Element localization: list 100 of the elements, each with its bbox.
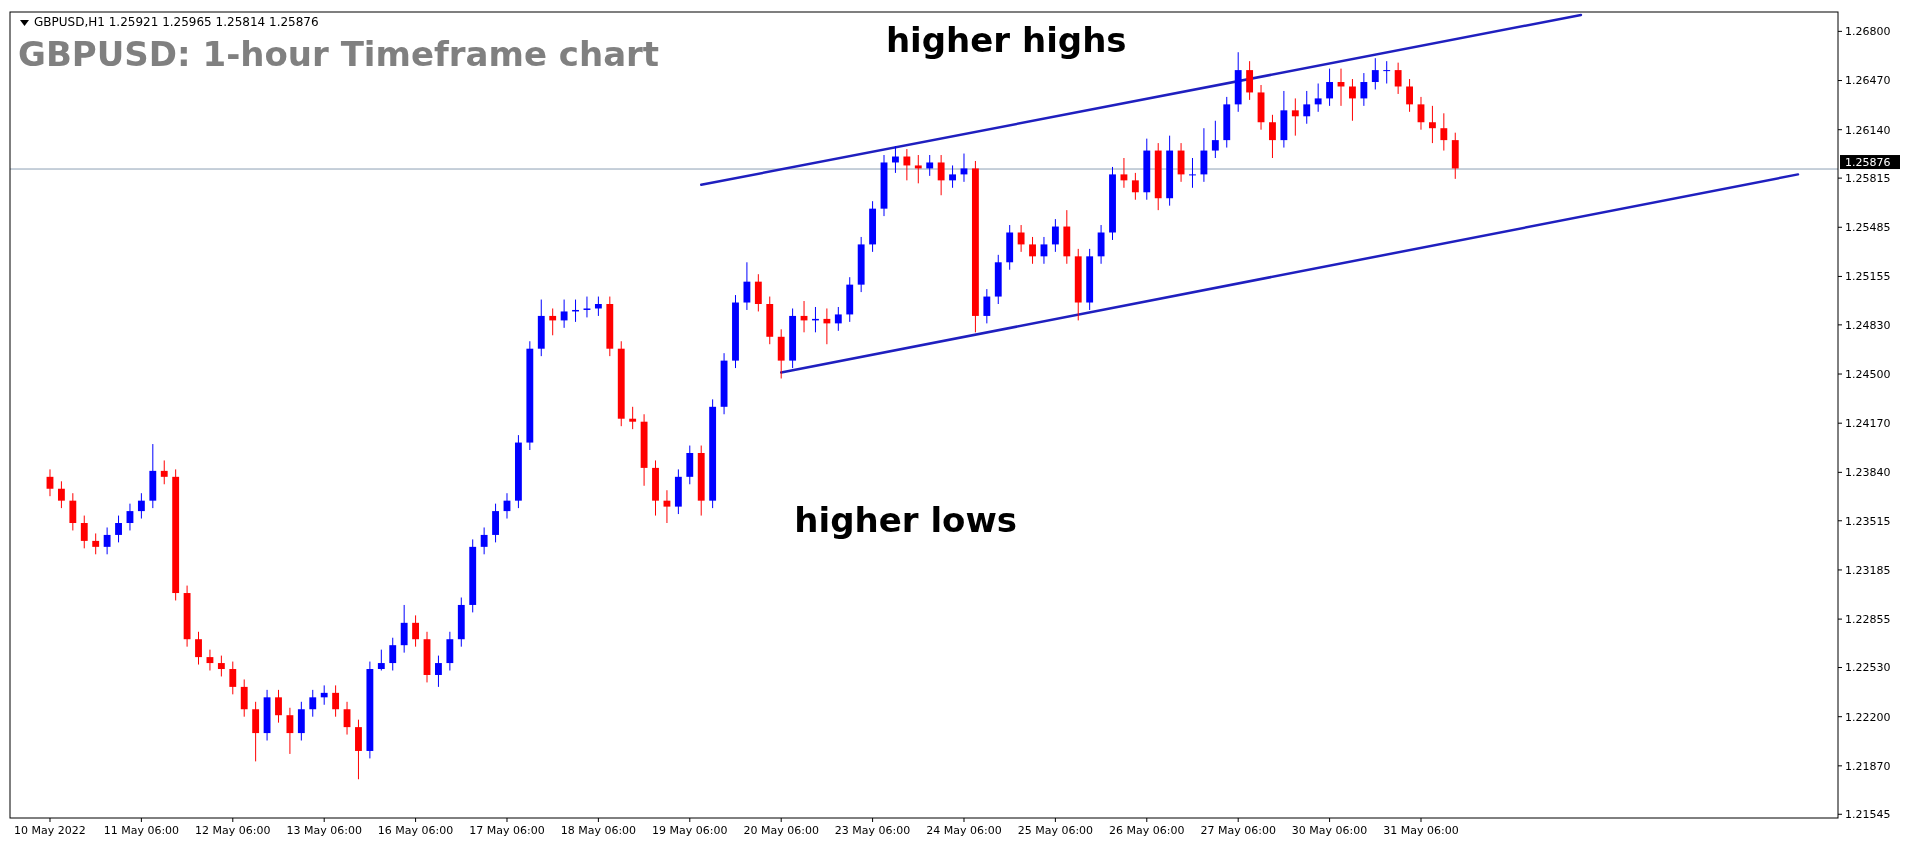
candlestick <box>1314 83 1322 113</box>
candlestick <box>275 689 282 724</box>
candlestick <box>983 288 991 324</box>
candlestick <box>320 684 328 706</box>
candlestick <box>754 273 762 312</box>
y-tick-label: 1.22855 <box>1845 612 1891 626</box>
candlestick <box>1017 224 1025 253</box>
y-tick-label: 1.22530 <box>1845 661 1891 675</box>
candlestick <box>217 655 225 677</box>
candlestick <box>92 532 100 555</box>
x-tick-label: 20 May 06:00 <box>743 824 819 837</box>
candlestick <box>57 480 65 509</box>
y-tick-label: 1.25485 <box>1845 221 1891 235</box>
x-tick-label: 23 May 06:00 <box>834 824 911 837</box>
candlestick <box>1303 90 1311 125</box>
candlestick <box>926 154 934 177</box>
x-tick-label: 31 May 06:00 <box>1383 824 1459 837</box>
candlestick <box>549 307 557 336</box>
x-tick-label: 26 May 06:00 <box>1109 824 1185 837</box>
y-tick-label: 1.23840 <box>1845 466 1891 480</box>
candlestick <box>1371 57 1379 90</box>
x-tick-label: 16 May 06:00 <box>377 824 454 837</box>
x-tick-label: 12 May 06:00 <box>195 824 271 837</box>
candlestick <box>1200 127 1208 183</box>
annotation: higher highs <box>885 20 1127 61</box>
y-tick-label: 1.21545 <box>1845 808 1891 822</box>
y-tick-label: 1.22200 <box>1845 710 1891 724</box>
candlestick <box>400 604 408 654</box>
candlestick <box>103 526 111 555</box>
candlestick <box>1383 60 1391 85</box>
candlestick <box>1189 157 1196 189</box>
candlestick <box>594 296 602 317</box>
candlestick <box>309 689 317 718</box>
candlestick <box>1428 105 1436 144</box>
candlestick <box>937 154 945 196</box>
y-tick-label: 1.23515 <box>1845 514 1891 528</box>
x-tick-label: 24 May 06:00 <box>926 824 1002 837</box>
candlestick <box>686 445 694 485</box>
candlestick <box>1349 78 1356 122</box>
candlestick <box>834 306 842 332</box>
candlestick <box>240 678 248 718</box>
candlestick <box>1406 78 1413 113</box>
y-tick-label: 1.25815 <box>1845 171 1891 185</box>
x-tick-label: 10 May 2022 <box>14 824 86 837</box>
candlestick <box>137 492 145 520</box>
candlestick <box>229 661 237 695</box>
y-tick-label: 1.26800 <box>1845 25 1891 39</box>
x-tick-label: 13 May 06:00 <box>286 824 362 837</box>
x-tick-label: 25 May 06:00 <box>1017 824 1094 837</box>
candlestick <box>1440 112 1448 152</box>
x-tick-label: 30 May 06:00 <box>1291 824 1368 837</box>
y-tick-label: 1.21870 <box>1845 759 1891 773</box>
y-tick-label: 1.24830 <box>1845 318 1891 332</box>
candlestick <box>949 164 956 189</box>
candlestick <box>1097 224 1105 265</box>
candlestick <box>743 261 751 311</box>
ref-line-label: 1.25876 <box>1845 155 1891 169</box>
y-tick-label: 1.23185 <box>1845 563 1891 577</box>
candlestick <box>195 631 202 666</box>
y-tick-label: 1.26470 <box>1845 74 1891 88</box>
candlestick <box>480 526 488 555</box>
candlestick <box>1360 72 1368 107</box>
candlestick <box>297 701 305 742</box>
candlestick <box>583 296 591 318</box>
candlestick <box>435 655 442 688</box>
candlestick <box>1269 114 1276 159</box>
candlestick <box>377 649 385 672</box>
candlestick <box>492 503 499 543</box>
annotation: higher lows <box>794 499 1018 540</box>
x-tick-label: 11 May 06:00 <box>103 824 180 837</box>
x-tick-label: 18 May 06:00 <box>560 824 637 837</box>
candlestick <box>823 307 831 345</box>
candlestick <box>1326 68 1334 107</box>
candlestick <box>777 328 785 379</box>
x-tick-label: 19 May 06:00 <box>652 824 728 837</box>
candlestick <box>389 637 397 672</box>
candlestick <box>914 154 922 184</box>
y-tick-label: 1.24500 <box>1845 367 1891 381</box>
candlestick <box>355 719 362 780</box>
text: GBPUSD: 1-hour Timeframe chart <box>18 34 660 74</box>
candlestick <box>629 406 637 430</box>
chart-subtitle: GBPUSD,H1 1.25921 1.25965 1.25814 1.25876 <box>34 15 319 29</box>
candlestick <box>69 492 77 531</box>
candlestick <box>160 459 168 485</box>
candlestick <box>252 701 260 762</box>
x-tick-label: 27 May 06:00 <box>1200 824 1276 837</box>
candlestick <box>286 707 294 755</box>
candlestick <box>1029 236 1036 265</box>
y-tick-label: 1.25155 <box>1845 270 1891 284</box>
candlestick <box>412 614 420 648</box>
candlestick <box>903 148 911 181</box>
candlestick <box>1131 172 1139 201</box>
candlestick <box>1246 60 1254 101</box>
candlestick <box>446 631 454 672</box>
candlestick <box>1394 62 1402 95</box>
candlestick <box>1051 218 1059 253</box>
candlestick <box>115 515 122 543</box>
candlestick <box>1291 97 1299 137</box>
candlestick <box>80 515 88 549</box>
y-tick-label: 1.26140 <box>1845 123 1891 137</box>
